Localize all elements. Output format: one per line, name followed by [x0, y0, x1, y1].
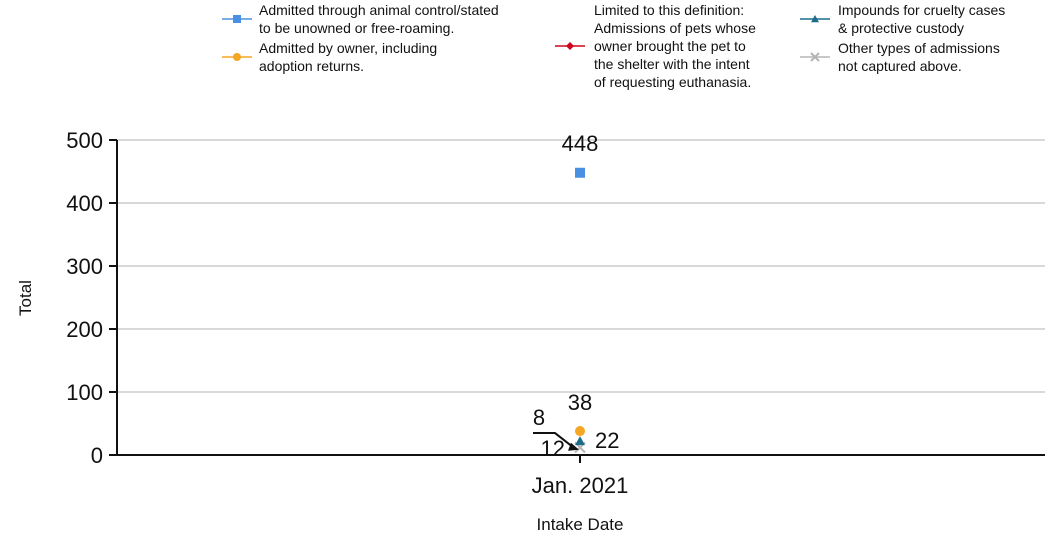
legend-marker: [233, 15, 241, 23]
legend-label: adoption returns.: [259, 58, 364, 74]
data-label: 12: [541, 436, 565, 461]
legend-marker: [566, 42, 574, 50]
y-tick-label: 500: [66, 128, 103, 153]
y-tick-label: 100: [66, 380, 103, 405]
label-leader-arrow: [568, 442, 579, 451]
data-label: 448: [562, 131, 599, 156]
y-tick-label: 0: [91, 443, 103, 468]
legend-label: the shelter with the intent: [594, 56, 750, 72]
x-tick-label: Jan. 2021: [532, 473, 629, 498]
legend: Admitted through animal control/stated to…: [222, 2, 1005, 90]
legend-label: & protective custody: [838, 20, 964, 36]
legend-item[interactable]: Admitted through animal control/stated to…: [222, 2, 499, 36]
legend-item[interactable]: Admitted by owner, including adoption ret…: [222, 40, 437, 74]
legend-label: Admitted by owner, including: [259, 40, 437, 56]
legend-label: Other types of admissions: [838, 40, 1000, 56]
data-point: [575, 436, 585, 446]
legend-item[interactable]: Impounds for cruelty cases & protective c…: [800, 2, 1005, 36]
x-axis-ticks: Jan. 2021: [532, 455, 629, 498]
y-tick-label: 300: [66, 254, 103, 279]
legend-label: owner brought the pet to: [594, 38, 746, 54]
legend-item[interactable]: Other types of admissions not captured ab…: [800, 40, 1000, 74]
y-tick-label: 400: [66, 191, 103, 216]
legend-label: Limited to this definition:: [594, 2, 744, 18]
legend-label: not captured above.: [838, 58, 962, 74]
y-axis-title: Total: [16, 280, 35, 316]
legend-label: Admissions of pets whose: [594, 20, 756, 36]
gridlines: [117, 139, 1045, 393]
data-label: 38: [568, 390, 592, 415]
data-marks: [533, 167, 586, 454]
legend-label: Impounds for cruelty cases: [838, 2, 1005, 18]
y-axis-ticks: 0 100 200 300 400 500: [66, 128, 117, 468]
legend-label: to be unowned or free-roaming.: [259, 20, 454, 36]
x-axis-title: Intake Date: [537, 515, 624, 534]
data-label: 22: [595, 428, 619, 453]
legend-item[interactable]: Limited to this definition: Admissions of…: [555, 2, 756, 90]
legend-marker: [233, 53, 241, 61]
data-label: 8: [533, 405, 545, 430]
label-leader-line: [533, 432, 576, 450]
y-tick-label: 200: [66, 317, 103, 342]
data-point: [575, 167, 585, 178]
data-point: [575, 426, 585, 437]
legend-marker: [811, 15, 819, 23]
legend-label: Admitted through animal control/stated: [259, 2, 499, 18]
legend-marker: [810, 52, 820, 62]
legend-label: of requesting euthanasia.: [594, 74, 751, 90]
